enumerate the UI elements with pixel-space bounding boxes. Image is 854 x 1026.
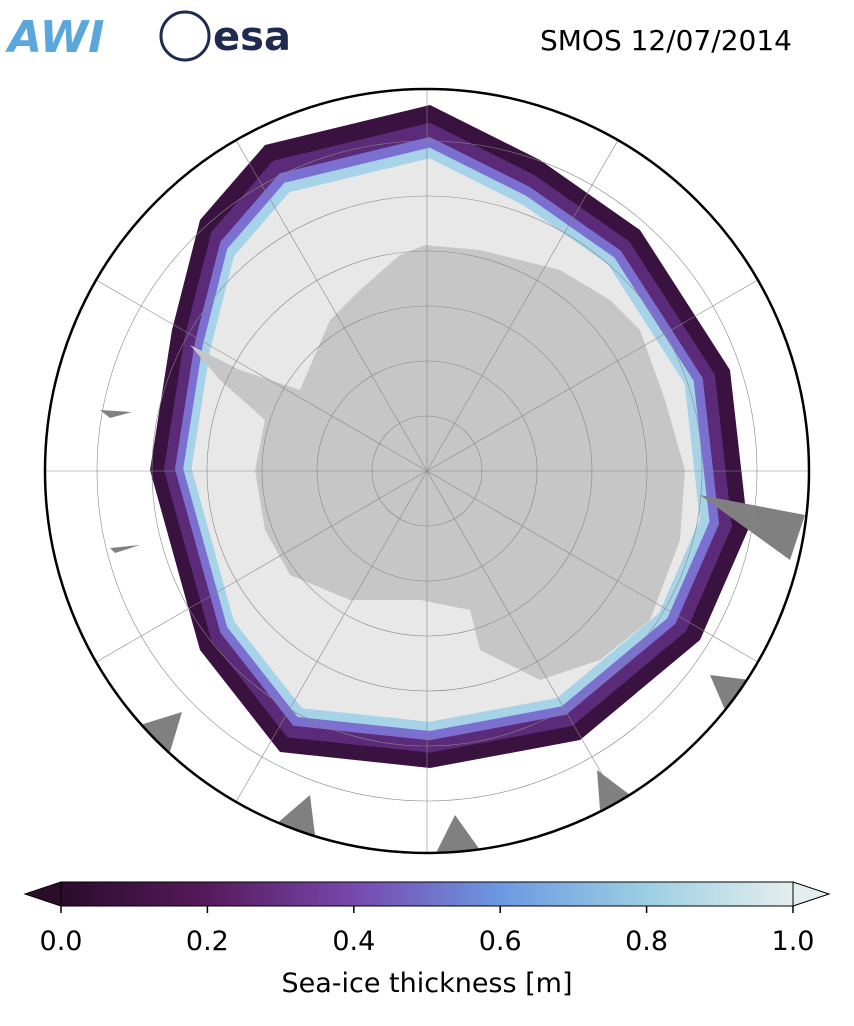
meridian	[235, 470, 428, 802]
colorbar-label: Sea-ice thickness [m]	[281, 968, 572, 999]
meridian	[96, 470, 428, 663]
meridian	[426, 470, 758, 663]
meridian	[426, 470, 619, 802]
meridian	[426, 140, 619, 472]
awi-logo: AWI	[5, 12, 105, 63]
antarctica	[190, 245, 685, 680]
colorbar-tick-label: 0.0	[40, 926, 83, 957]
colorbar-extend-max	[792, 881, 831, 907]
esa-logo: esa	[213, 14, 291, 60]
graticule	[45, 89, 809, 853]
colorbar-tick-label: 1.0	[772, 926, 815, 957]
esa-logo-mark	[159, 10, 211, 62]
meridian	[235, 140, 428, 472]
meridian	[96, 279, 428, 472]
colorbar-tick-label: 0.8	[625, 926, 668, 957]
meridian	[426, 279, 758, 472]
colorbar-extend-min	[23, 881, 62, 907]
title: SMOS 12/07/2014	[540, 24, 792, 57]
colorbar-tick-label: 0.2	[186, 926, 229, 957]
map-area	[45, 89, 809, 853]
colorbar-frame	[60, 881, 794, 907]
map-boundary	[43, 87, 811, 855]
colorbar-tick-label: 0.4	[332, 926, 375, 957]
colorbar-tick-label: 0.6	[479, 926, 522, 957]
colorbar	[61, 882, 793, 906]
